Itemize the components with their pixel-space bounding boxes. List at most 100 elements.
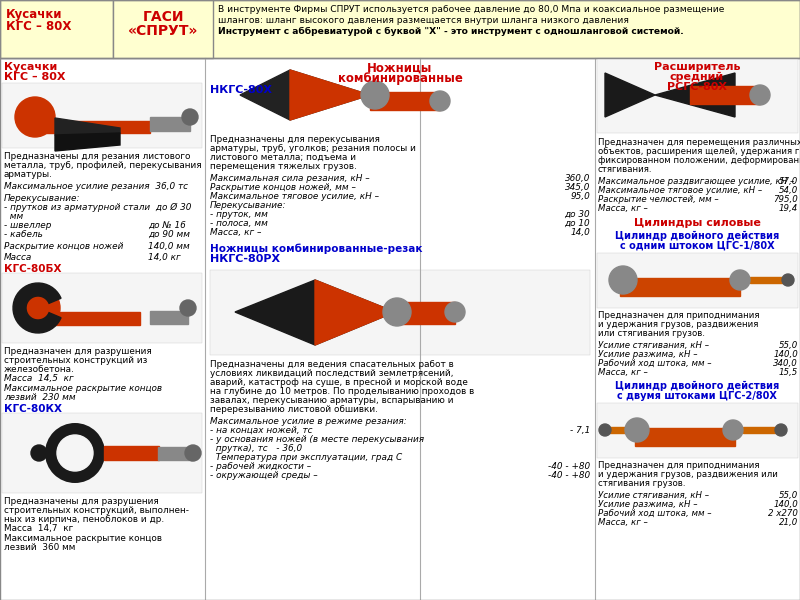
Circle shape: [15, 97, 55, 137]
Text: Предназначены для резания листового: Предназначены для резания листового: [4, 152, 190, 161]
FancyBboxPatch shape: [2, 273, 202, 343]
Text: объектов, расширения щелей, удержания грузов в: объектов, расширения щелей, удержания гр…: [598, 147, 800, 156]
Text: Предназначен для перемещения различных: Предназначен для перемещения различных: [598, 138, 800, 147]
Text: - на концах ножей, тс: - на концах ножей, тс: [210, 426, 313, 435]
Text: 19,4: 19,4: [778, 204, 798, 213]
Polygon shape: [290, 70, 370, 120]
Text: Инструмент с аббревиатурой с буквой "Х" - это инструмент с одношланговой системо: Инструмент с аббревиатурой с буквой "Х" …: [218, 27, 684, 36]
Text: 54,0: 54,0: [778, 186, 798, 195]
Circle shape: [430, 91, 450, 111]
FancyBboxPatch shape: [597, 403, 798, 458]
Circle shape: [445, 302, 465, 322]
Text: Усилие стягивания, кН –: Усилие стягивания, кН –: [598, 341, 709, 350]
FancyBboxPatch shape: [210, 270, 590, 355]
Text: аварий, катастроф на суше, в пресной и морской воде: аварий, катастроф на суше, в пресной и м…: [210, 378, 468, 387]
Text: на глубине до 10 метров. По проделыванию проходов в: на глубине до 10 метров. По проделыванию…: [210, 387, 474, 396]
Text: - 7,1: - 7,1: [570, 426, 590, 435]
Text: Кусачки: Кусачки: [6, 8, 62, 21]
Text: или стягивания грузов.: или стягивания грузов.: [598, 329, 705, 338]
Circle shape: [361, 81, 389, 109]
Text: Ножницы: Ножницы: [367, 62, 433, 75]
Text: Цилиндр двойного действия: Цилиндр двойного действия: [615, 381, 779, 391]
Text: Перекусывание:: Перекусывание:: [210, 201, 286, 210]
Text: до 90 мм: до 90 мм: [148, 230, 190, 239]
Text: шлангов: шланг высокого давления размещается внутри шланга низкого давления: шлангов: шланг высокого давления размеща…: [218, 16, 629, 25]
Bar: [104, 446, 159, 460]
Text: 55,0: 55,0: [778, 491, 798, 500]
Bar: [150, 117, 190, 131]
Text: строительных конструкций, выполнен-: строительных конструкций, выполнен-: [4, 506, 189, 515]
Text: 345,0: 345,0: [565, 183, 590, 192]
Text: 14,0 кг: 14,0 кг: [148, 253, 181, 262]
Bar: [620, 278, 740, 296]
Text: Масса, кг –: Масса, кг –: [598, 204, 648, 213]
Text: ГАСИ: ГАСИ: [142, 10, 184, 24]
Text: Предназначены для перекусывания: Предназначены для перекусывания: [210, 135, 380, 144]
Text: Кусачки: Кусачки: [4, 62, 58, 72]
Polygon shape: [55, 118, 120, 135]
Text: фиксированном положении, деформирования и: фиксированном положении, деформирования …: [598, 156, 800, 165]
Bar: [150, 311, 188, 324]
Polygon shape: [235, 280, 395, 345]
Text: Максимальное раскрытие концов: Максимальное раскрытие концов: [4, 384, 162, 393]
Circle shape: [730, 270, 750, 290]
Text: до № 16: до № 16: [148, 221, 186, 230]
Text: 95,0: 95,0: [570, 192, 590, 201]
Text: -40 - +80: -40 - +80: [548, 471, 590, 480]
Bar: [750, 277, 788, 283]
Polygon shape: [655, 73, 735, 117]
Text: Максимальное тяговое усилие, кН –: Максимальное тяговое усилие, кН –: [598, 186, 762, 195]
Text: 360,0: 360,0: [565, 174, 590, 183]
Text: Предназначены для разрушения: Предназначены для разрушения: [4, 497, 158, 506]
FancyBboxPatch shape: [0, 0, 113, 58]
Text: перемещения тяжелых грузов.: перемещения тяжелых грузов.: [210, 162, 357, 171]
FancyBboxPatch shape: [597, 253, 798, 308]
Text: Предназначен для разрушения: Предназначен для разрушения: [4, 347, 152, 356]
Bar: [635, 428, 735, 446]
Text: Максимальное усилие в режиме резания:: Максимальное усилие в режиме резания:: [210, 417, 406, 426]
Text: 14,0: 14,0: [570, 228, 590, 237]
Circle shape: [775, 424, 787, 436]
Text: завалах, перекусыванию арматуры, вспарыванию и: завалах, перекусыванию арматуры, вспарыв…: [210, 396, 454, 405]
Text: прутка), тс   - 36,0: прутка), тс - 36,0: [210, 444, 302, 453]
Text: лезвий  230 мм: лезвий 230 мм: [4, 393, 76, 402]
Text: Масса, кг –: Масса, кг –: [598, 518, 648, 527]
Circle shape: [750, 85, 770, 105]
Text: ных из кирпича, пеноблоков и др.: ных из кирпича, пеноблоков и др.: [4, 515, 164, 524]
Text: КГС-80БХ: КГС-80БХ: [4, 264, 62, 274]
Text: - швеллер: - швеллер: [4, 221, 51, 230]
FancyBboxPatch shape: [2, 413, 202, 493]
Text: НКГС-80РХ: НКГС-80РХ: [210, 254, 280, 264]
Text: листового металла; подъема и: листового металла; подъема и: [210, 153, 356, 162]
Circle shape: [782, 274, 794, 286]
Text: Раскрытие челюстей, мм –: Раскрытие челюстей, мм –: [598, 195, 718, 204]
FancyBboxPatch shape: [113, 0, 213, 58]
Bar: [30, 121, 150, 133]
Polygon shape: [55, 133, 120, 151]
Text: 140,0: 140,0: [774, 500, 798, 509]
Text: 15,5: 15,5: [778, 368, 798, 377]
Circle shape: [45, 423, 105, 483]
Text: 21,0: 21,0: [778, 518, 798, 527]
Text: строительных конструкций из: строительных конструкций из: [4, 356, 147, 365]
Text: - окружающей среды –: - окружающей среды –: [210, 471, 318, 480]
Circle shape: [625, 418, 649, 442]
Bar: [30, 312, 140, 325]
Text: Цилиндры силовые: Цилиндры силовые: [634, 218, 761, 228]
Text: - пруток, мм: - пруток, мм: [210, 210, 268, 219]
Circle shape: [723, 420, 743, 440]
Text: и удержания грузов, раздвижения или: и удержания грузов, раздвижения или: [598, 470, 778, 479]
Text: 795,0: 795,0: [774, 195, 798, 204]
Text: 140,0: 140,0: [774, 350, 798, 359]
Text: металла, труб, профилей, перекусывания: металла, труб, профилей, перекусывания: [4, 161, 202, 170]
Polygon shape: [13, 283, 61, 333]
Text: 55,0: 55,0: [778, 341, 798, 350]
Text: Масса: Масса: [4, 253, 32, 262]
Text: Максимальное раздвигающее усилие, кН –: Максимальное раздвигающее усилие, кН –: [598, 177, 794, 186]
Text: стягивания грузов.: стягивания грузов.: [598, 479, 686, 488]
Circle shape: [182, 109, 198, 125]
Text: Масса  14,5  кг: Масса 14,5 кг: [4, 374, 74, 383]
Text: Цилиндр двойного действия: Цилиндр двойного действия: [615, 231, 779, 241]
Bar: [743, 427, 781, 433]
Bar: [158, 447, 193, 460]
